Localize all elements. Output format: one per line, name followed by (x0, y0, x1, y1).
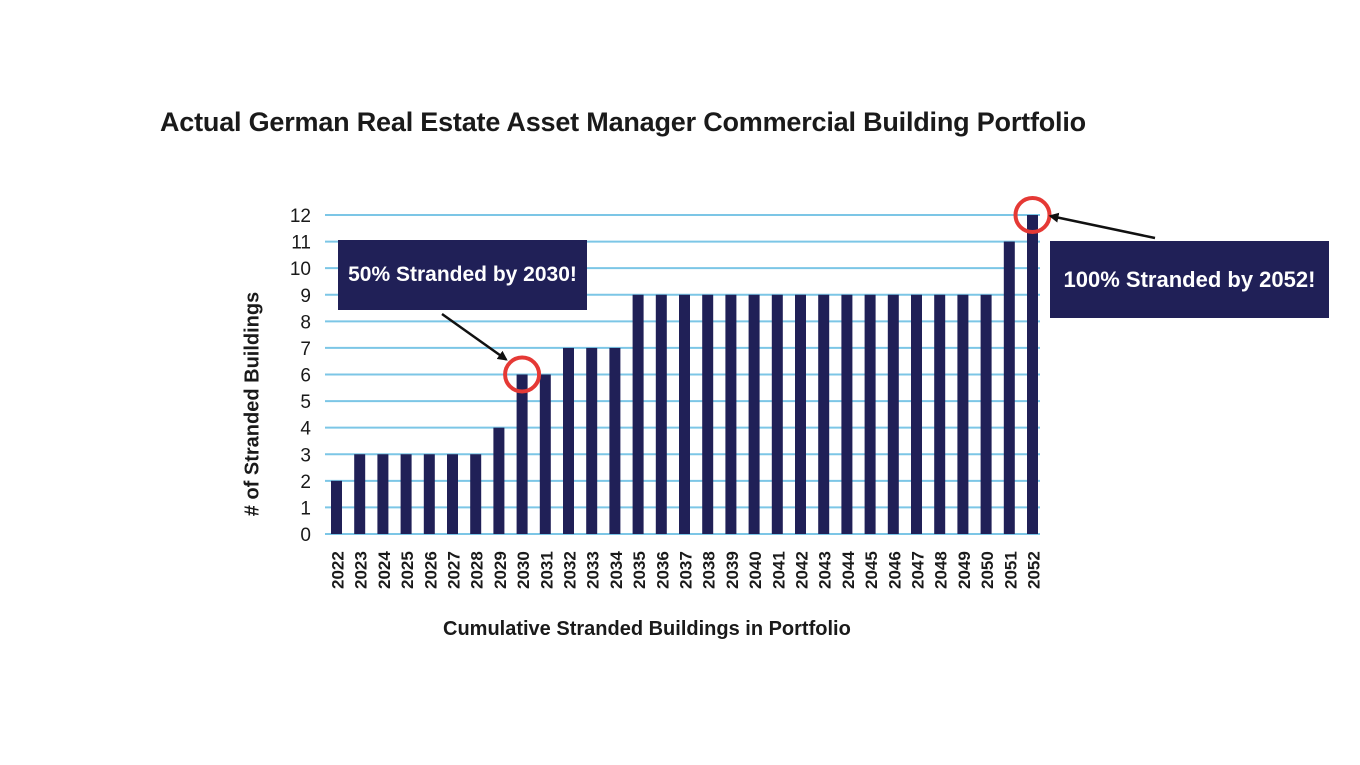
x-tick-label: 2029 (491, 551, 510, 589)
x-tick-label: 2048 (932, 551, 951, 589)
x-tick-label: 2032 (561, 551, 580, 589)
x-tick-label: 2044 (839, 551, 858, 589)
bar-2045 (864, 294, 876, 534)
callout-2030-text: 50% Stranded by 2030! (348, 262, 577, 286)
x-tick-label: 2036 (653, 551, 672, 589)
y-tick-label: 12 (290, 206, 311, 227)
x-tick-label: 2047 (909, 551, 928, 589)
y-tick-label: 4 (300, 419, 311, 440)
callout-2030: 50% Stranded by 2030! (338, 240, 587, 310)
y-tick-label: 6 (300, 366, 311, 387)
bar-2050 (980, 294, 992, 534)
x-tick-label: 2046 (885, 551, 904, 589)
x-tick-label: 2035 (630, 551, 649, 589)
y-tick-label: 0 (300, 525, 311, 546)
bar-2038 (702, 294, 714, 534)
x-tick-label: 2023 (352, 551, 371, 589)
x-axis-label: Cumulative Stranded Buildings in Portfol… (443, 618, 851, 640)
bar-2033 (586, 347, 598, 534)
x-tick-label: 2038 (700, 551, 719, 589)
bar-2034 (609, 347, 621, 534)
y-tick-label: 5 (300, 392, 311, 413)
x-tick-label: 2022 (329, 551, 348, 589)
bar-2041 (771, 294, 783, 534)
bar-2032 (563, 347, 574, 534)
x-tick-label: 2041 (769, 551, 788, 589)
bar-2046 (887, 294, 899, 534)
bar-2031 (539, 374, 551, 534)
y-tick-label: 2 (300, 472, 311, 493)
x-tick-label: 2028 (468, 551, 487, 589)
bar-2028 (470, 454, 482, 534)
x-tick-label: 2042 (793, 551, 812, 589)
y-tick-label: 10 (290, 259, 311, 280)
callout-2052-text: 100% Stranded by 2052! (1063, 266, 1316, 292)
bar-2044 (841, 294, 853, 534)
y-tick-label: 3 (300, 445, 311, 466)
chart-title: Actual German Real Estate Asset Manager … (160, 107, 1086, 137)
arrow-to-2052 (1048, 212, 1156, 240)
x-tick-label: 2027 (445, 551, 464, 589)
x-tick-label: 2039 (723, 551, 742, 589)
x-tick-label: 2045 (862, 551, 881, 589)
bar-2040 (748, 294, 760, 534)
x-tick-label: 2051 (1001, 551, 1020, 589)
y-tick-label: 11 (291, 233, 311, 254)
bar-2030 (516, 374, 528, 534)
bar-2037 (679, 294, 690, 534)
bar-2035 (632, 294, 644, 534)
bar-2049 (957, 294, 969, 534)
bar-2025 (400, 454, 412, 534)
bar-2043 (818, 294, 830, 534)
bar-2047 (911, 294, 922, 534)
x-tick-label: 2033 (584, 551, 603, 589)
bar-2023 (354, 454, 366, 534)
x-tick-label: 2034 (607, 551, 626, 589)
bar-2051 (1003, 241, 1015, 535)
x-tick-label: 2040 (746, 551, 765, 589)
x-tick-label: 2031 (537, 551, 556, 589)
x-tick-label: 2037 (677, 551, 696, 589)
bar-2052 (1027, 215, 1038, 534)
x-tick-label: 2043 (816, 551, 835, 589)
bar-2039 (725, 294, 737, 534)
bar-2036 (655, 294, 667, 534)
y-tick-label: 9 (300, 286, 311, 307)
bar-2027 (447, 454, 458, 534)
highlight-circle-2030 (503, 355, 542, 394)
callout-2052: 100% Stranded by 2052! (1050, 241, 1329, 318)
x-tick-label: 2025 (398, 551, 417, 589)
bar-2029 (493, 427, 505, 534)
y-tick-label: 7 (300, 339, 311, 360)
y-axis-label: # of Stranded Buildings (241, 291, 264, 517)
y-tick-label: 8 (300, 312, 311, 333)
x-tick-label: 2026 (421, 551, 440, 589)
x-tick-label: 2049 (955, 551, 974, 589)
x-tick-label: 2030 (514, 551, 533, 589)
x-tick-label: 2050 (978, 551, 997, 589)
x-tick-label: 2024 (375, 551, 394, 589)
y-tick-label: 1 (300, 498, 311, 519)
bar-2048 (934, 294, 946, 534)
bar-2024 (377, 454, 389, 534)
bar-2022 (331, 480, 342, 534)
arrow-to-2030 (441, 312, 508, 361)
bar-2042 (795, 294, 806, 534)
bar-2026 (423, 454, 435, 534)
x-tick-label: 2052 (1025, 551, 1044, 589)
